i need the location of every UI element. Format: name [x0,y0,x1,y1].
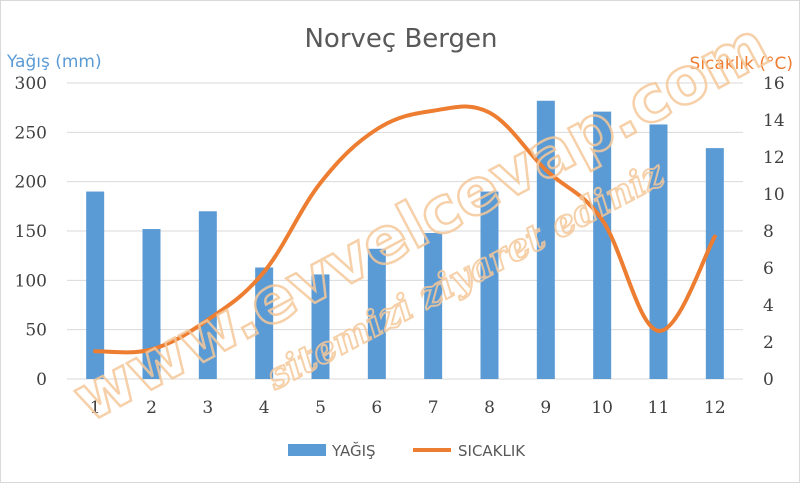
legend-label-line: SICAKLIK [458,442,526,460]
x-tick-label: 6 [371,398,382,418]
y-left-tick-label: 0 [36,370,47,390]
x-tick-label: 3 [202,398,213,418]
x-tick-label: 2 [146,398,157,418]
bar [311,274,330,379]
bar [255,267,274,379]
bar [198,211,217,379]
x-tick-label: 12 [704,398,726,418]
chart-title: Norveç Bergen [304,24,497,54]
bar [536,100,555,379]
legend: YAĞIŞ SICAKLIK [288,441,526,460]
bar [86,191,105,379]
y-left-tick-label: 300 [15,74,47,94]
y-axis-left-ticks: 0 50 100 150 200 250 300 [15,74,47,390]
x-tick-label: 10 [591,398,613,418]
y-left-tick-label: 100 [15,271,47,291]
watermark-site: www.evvelcevap.com [62,8,781,437]
x-tick-label: 5 [315,398,326,418]
y-left-tick-label: 250 [15,123,47,143]
bar [705,148,724,379]
y-right-tick-label: 2 [763,333,774,353]
x-tick-label: 8 [484,398,495,418]
y-axis-right-ticks: 0 2 4 6 8 10 12 14 16 [763,74,785,390]
bar [142,229,161,379]
bar [480,191,499,379]
x-tick-label: 7 [428,398,439,418]
y-right-tick-label: 12 [763,148,785,168]
bar [424,232,443,379]
bar [593,111,612,379]
y-left-tick-label: 200 [15,173,47,193]
y-right-tick-label: 6 [763,259,774,279]
x-tick-label: 1 [90,398,101,418]
y-axis-right-title: Sıcaklık (°C) [690,54,793,74]
y-right-tick-label: 14 [763,111,785,131]
x-axis-ticks: 1 2 3 4 5 6 7 8 9 10 11 12 [90,398,726,418]
y-left-tick-label: 150 [15,222,47,242]
y-right-tick-label: 4 [763,296,774,316]
x-tick-label: 4 [259,398,270,418]
legend-label-bar: YAĞIŞ [331,441,376,460]
line-series [93,104,717,355]
x-tick-label: 9 [540,398,551,418]
watermark: www.evvelcevap.com sitemizi ziyaret edin… [60,7,781,439]
y-right-tick-label: 16 [763,74,785,94]
bar-series [86,100,724,379]
y-right-tick-label: 8 [763,222,774,242]
bar [649,124,668,379]
y-axis-left-title: Yağış (mm) [6,52,102,72]
temperature-line [93,104,717,355]
x-tick-label: 11 [648,398,670,418]
y-left-tick-label: 50 [25,321,47,341]
bar [367,248,386,379]
legend-swatch-bar [288,444,326,456]
y-right-tick-label: 0 [763,370,774,390]
y-right-tick-label: 10 [763,185,785,205]
